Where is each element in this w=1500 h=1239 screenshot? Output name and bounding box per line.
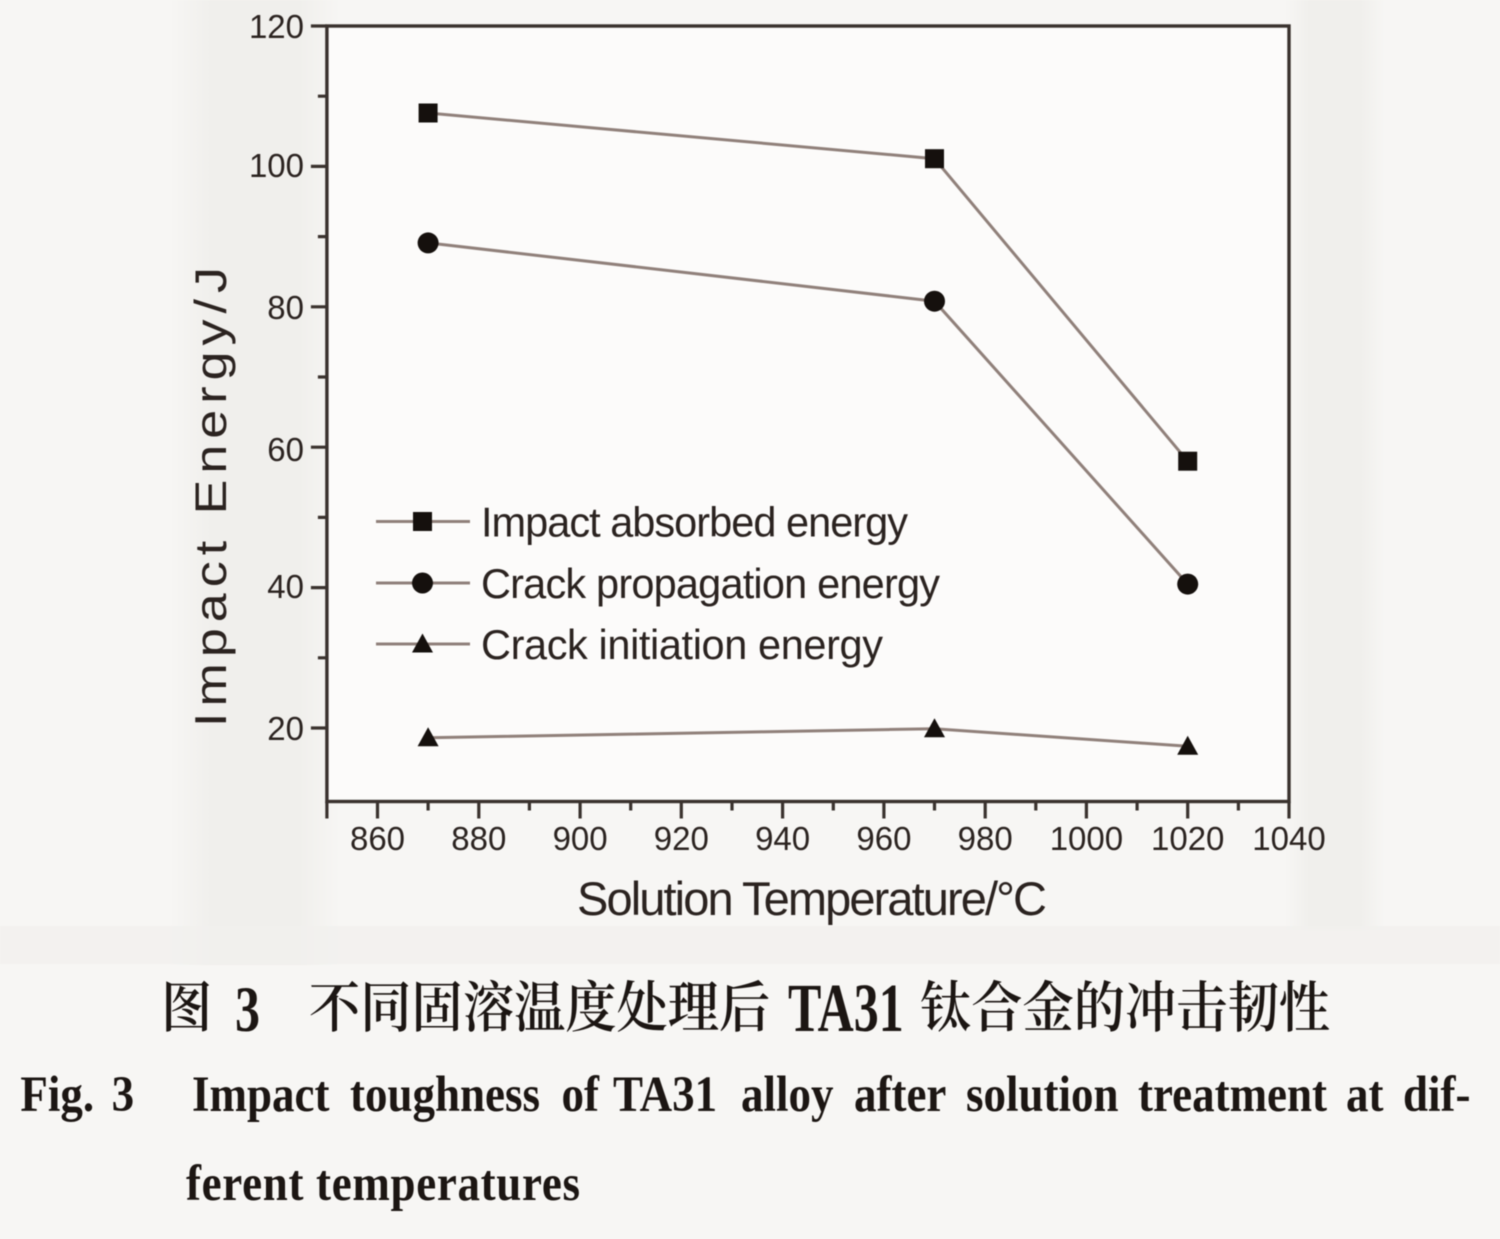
svg-text:980: 980 bbox=[958, 820, 1013, 857]
svg-text:at: at bbox=[1346, 1067, 1384, 1123]
svg-text:toughness: toughness bbox=[350, 1067, 540, 1123]
svg-text:1000: 1000 bbox=[1050, 820, 1123, 857]
svg-text:Impact Energy/J: Impact Energy/J bbox=[187, 267, 236, 727]
svg-text:960: 960 bbox=[856, 820, 911, 857]
svg-text:120: 120 bbox=[249, 8, 304, 45]
svg-text:alloy: alloy bbox=[741, 1067, 834, 1123]
svg-text:1040: 1040 bbox=[1252, 820, 1325, 857]
svg-text:880: 880 bbox=[451, 820, 506, 857]
svg-text:of: of bbox=[562, 1067, 601, 1123]
svg-text:40: 40 bbox=[267, 568, 304, 605]
svg-text:Impact: Impact bbox=[192, 1067, 330, 1123]
svg-text:Solution Temperature/°C: Solution Temperature/°C bbox=[577, 872, 1047, 925]
svg-text:Fig.: Fig. bbox=[20, 1067, 94, 1123]
svg-text:TA31: TA31 bbox=[788, 970, 904, 1047]
svg-text:920: 920 bbox=[654, 820, 709, 857]
svg-text:3: 3 bbox=[235, 973, 260, 1046]
svg-text:20: 20 bbox=[267, 710, 304, 747]
svg-text:900: 900 bbox=[553, 820, 608, 857]
svg-text:80: 80 bbox=[267, 289, 304, 326]
svg-text:ferent temperatures: ferent temperatures bbox=[186, 1156, 580, 1212]
svg-text:dif-: dif- bbox=[1403, 1067, 1470, 1123]
svg-text:3: 3 bbox=[112, 1067, 135, 1123]
svg-text:after: after bbox=[854, 1067, 946, 1123]
svg-text:1020: 1020 bbox=[1151, 820, 1224, 857]
svg-text:Crack propagation energy: Crack propagation energy bbox=[481, 560, 940, 607]
svg-text:TA31: TA31 bbox=[613, 1067, 717, 1123]
svg-text:Crack initiation energy: Crack initiation energy bbox=[481, 621, 883, 668]
svg-text:940: 940 bbox=[755, 820, 810, 857]
svg-text:Impact absorbed energy: Impact absorbed energy bbox=[481, 499, 908, 546]
svg-text:60: 60 bbox=[267, 431, 304, 468]
svg-text:860: 860 bbox=[350, 820, 405, 857]
svg-text:solution: solution bbox=[966, 1067, 1119, 1123]
svg-text:100: 100 bbox=[249, 147, 304, 184]
svg-text:treatment: treatment bbox=[1138, 1067, 1327, 1123]
